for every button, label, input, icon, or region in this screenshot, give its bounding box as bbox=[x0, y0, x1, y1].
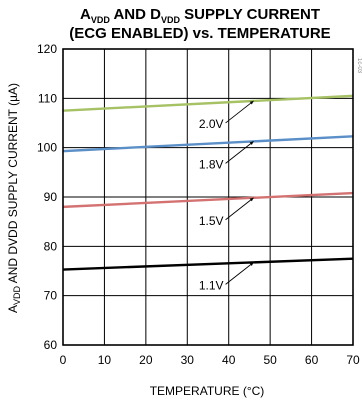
side-note: 1c-03 bbox=[356, 58, 362, 74]
y-tick-labels: 60 70 80 90 100 110 120 bbox=[37, 42, 57, 352]
series-leader-1.8V bbox=[225, 141, 254, 164]
x-tick-label: 0 bbox=[60, 353, 67, 367]
series-label-1.1V: 1.1V bbox=[199, 278, 224, 292]
series-label-2.0V: 2.0V bbox=[199, 117, 224, 131]
series-line-2.0V bbox=[62, 94, 354, 112]
series-line-1.5V bbox=[62, 191, 354, 209]
chart-title-line1: AVDD AND DVDD SUPPLY CURRENT bbox=[80, 6, 320, 25]
x-tick-label: 10 bbox=[98, 353, 112, 367]
series-arrow-2.0V bbox=[249, 100, 254, 105]
series-arrow-1.5V bbox=[249, 197, 254, 202]
y-tick-label: 90 bbox=[44, 190, 58, 204]
series-leader-2.0V bbox=[225, 100, 254, 124]
y-tick-label: 120 bbox=[37, 42, 57, 56]
y-tick-label: 110 bbox=[38, 91, 57, 105]
x-tick-label: 50 bbox=[263, 353, 277, 367]
y-tick-label: 100 bbox=[37, 141, 57, 155]
y-tick-label: 80 bbox=[44, 239, 58, 253]
series-arrow-1.8V bbox=[249, 141, 254, 145]
series-label-1.8V: 1.8V bbox=[199, 157, 224, 171]
plot-frame bbox=[62, 48, 354, 346]
x-axis-label: TEMPERATURE (°C) bbox=[150, 384, 265, 398]
series-line-1.1V bbox=[62, 257, 354, 271]
x-tick-label: 30 bbox=[181, 353, 195, 367]
series-leader-1.1V bbox=[225, 262, 254, 285]
x-tick-label: 70 bbox=[346, 353, 360, 367]
series-label-1.5V: 1.5V bbox=[199, 214, 224, 228]
series-line-1.8V bbox=[62, 135, 354, 153]
chart-title-line2: (ECG ENABLED) vs. TEMPERATURE bbox=[69, 25, 330, 42]
grid bbox=[63, 49, 353, 345]
x-tick-label: 60 bbox=[305, 353, 319, 367]
x-tick-label: 20 bbox=[139, 353, 153, 367]
series-labels: 2.0V 1.8V 1.5V 1.1V bbox=[199, 100, 254, 292]
series-lines bbox=[62, 94, 354, 271]
y-tick-label: 60 bbox=[44, 338, 58, 352]
y-tick-label: 70 bbox=[44, 289, 58, 303]
series-arrow-1.1V bbox=[249, 262, 254, 266]
y-axis-label: AVDD AND DVDD SUPPLY CURRENT (µA) bbox=[6, 83, 22, 313]
series-leader-1.5V bbox=[225, 197, 254, 221]
x-tick-labels: 0 10 20 30 40 50 60 70 bbox=[60, 353, 360, 367]
x-tick-label: 40 bbox=[222, 353, 236, 367]
